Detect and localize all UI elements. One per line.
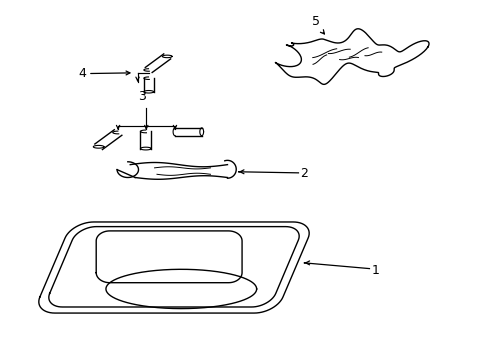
- Text: 5: 5: [312, 15, 320, 28]
- Text: 4: 4: [79, 67, 86, 80]
- Text: 1: 1: [371, 264, 379, 276]
- Text: 3: 3: [138, 90, 146, 103]
- Text: 2: 2: [300, 167, 307, 180]
